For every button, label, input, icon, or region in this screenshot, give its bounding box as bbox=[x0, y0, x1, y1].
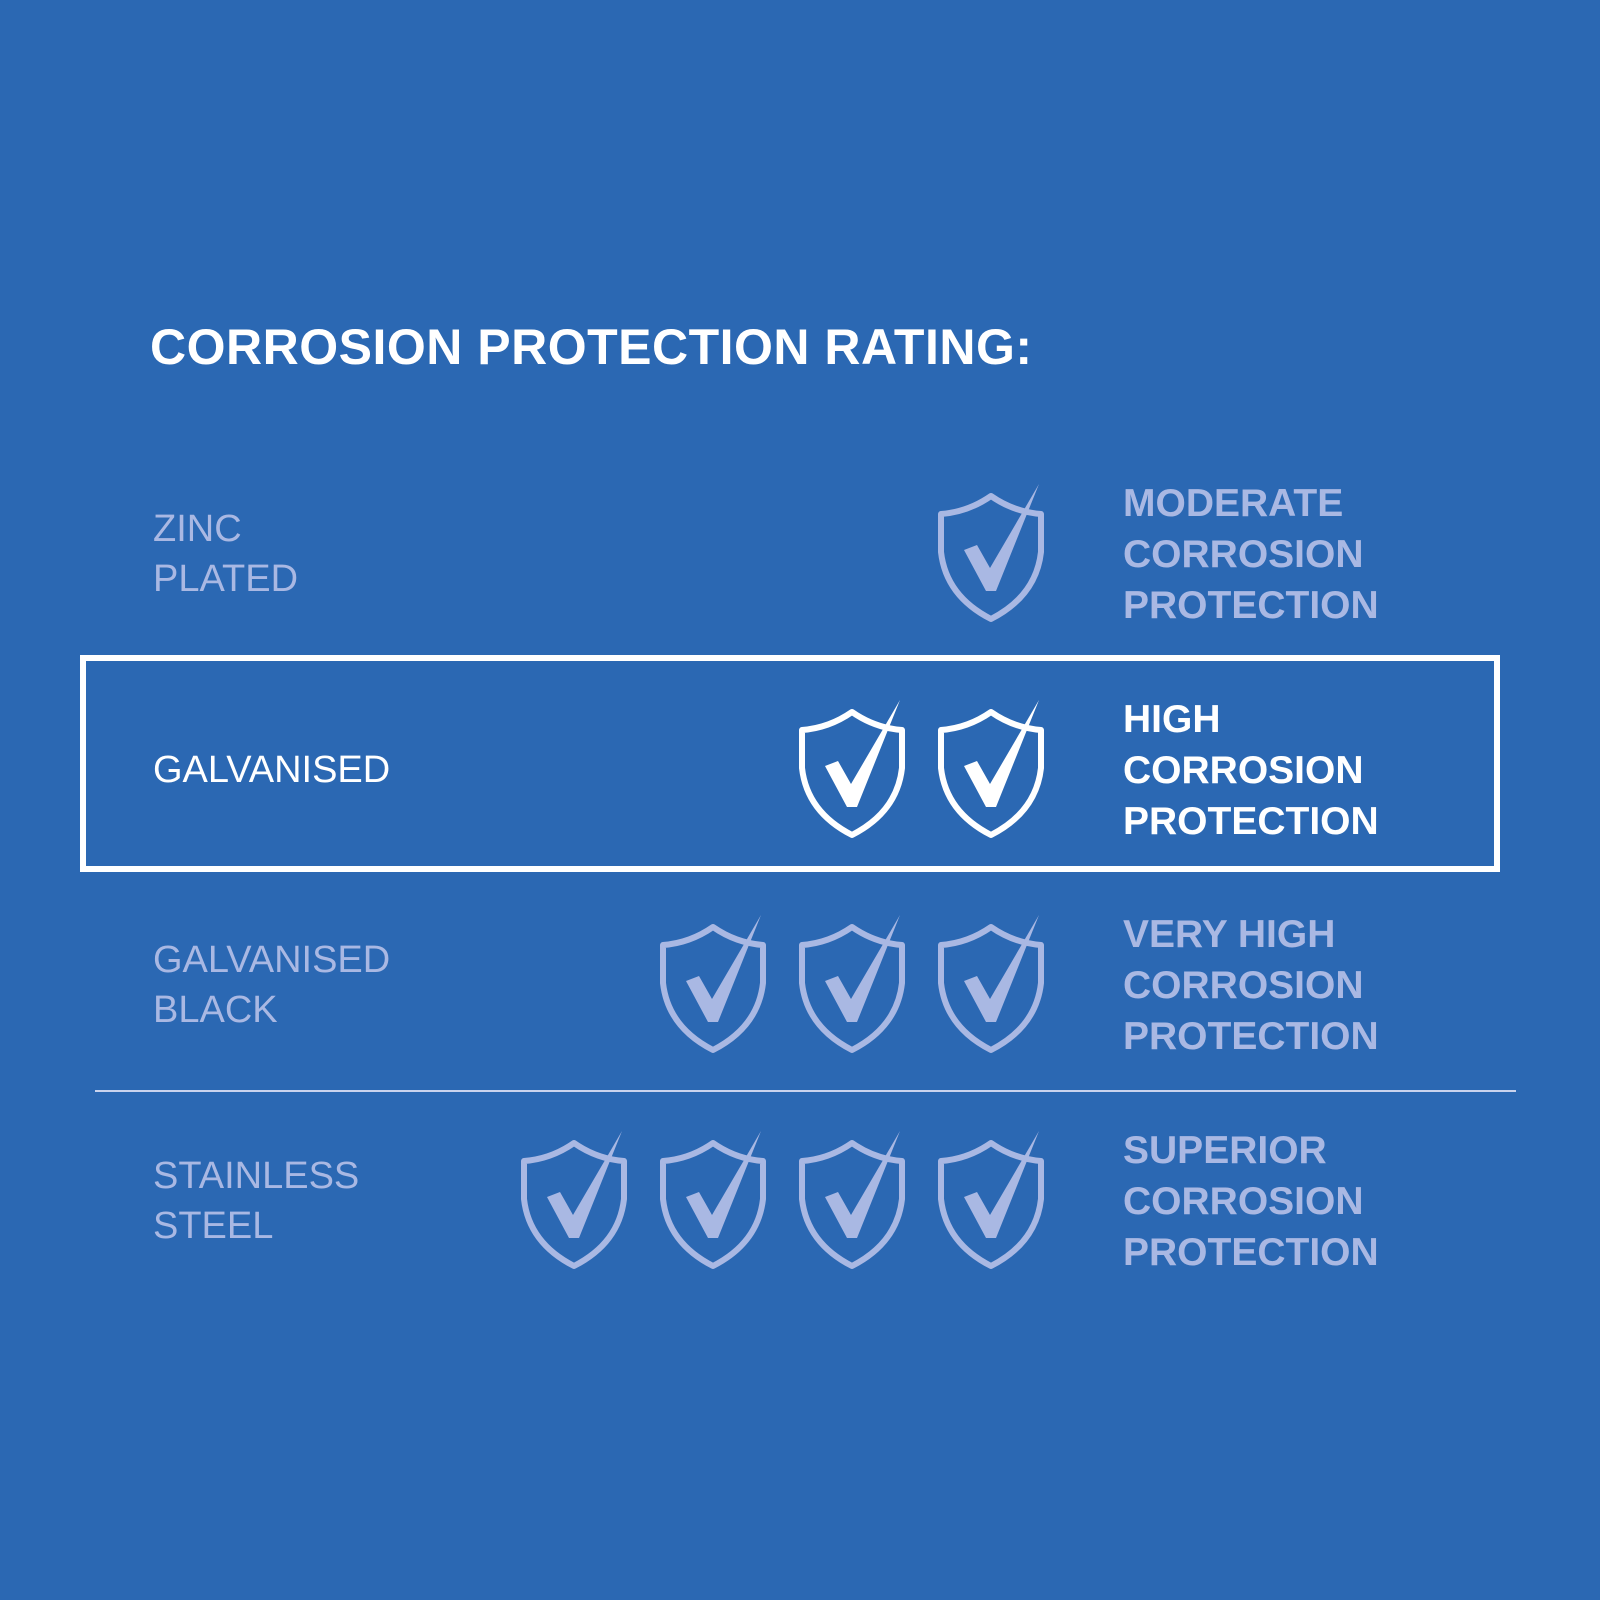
material-name-line: STEEL bbox=[153, 1205, 274, 1247]
rating-label-line: CORROSION bbox=[1123, 749, 1364, 792]
shield-check-icon bbox=[519, 1131, 629, 1269]
divider bbox=[95, 1090, 1516, 1092]
material-name-line: STAINLESS bbox=[153, 1155, 360, 1197]
highlight-box bbox=[80, 655, 1500, 872]
rating-label-line: CORROSION bbox=[1123, 533, 1364, 576]
rating-label-line: VERY HIGH bbox=[1123, 913, 1336, 956]
rating-label-line: CORROSION bbox=[1123, 1180, 1364, 1223]
rating-label-line: PROTECTION bbox=[1123, 1015, 1379, 1058]
material-name-line: GALVANISED bbox=[153, 749, 391, 791]
shield-check-icon bbox=[797, 915, 907, 1053]
rating-label: HIGH CORROSION PROTECTION bbox=[1123, 694, 1379, 847]
rating-label: MODERATE CORROSION PROTECTION bbox=[1123, 478, 1379, 631]
shield-check-icon bbox=[936, 1131, 1046, 1269]
material-name-line: BLACK bbox=[153, 989, 278, 1031]
rating-label-line: MODERATE bbox=[1123, 482, 1344, 525]
rating-label-line: SUPERIOR bbox=[1123, 1129, 1327, 1172]
material-name-line: ZINC bbox=[153, 508, 242, 550]
rating-row: GALVANISED HIGH CORROSION PROTECTION bbox=[0, 696, 1600, 896]
shield-check-icon bbox=[797, 700, 907, 838]
material-name: GALVANISED BLACK bbox=[153, 935, 390, 1035]
rating-label-line: HIGH bbox=[1123, 698, 1221, 741]
rating-label-line: CORROSION bbox=[1123, 964, 1364, 1007]
shield-check-icon bbox=[936, 700, 1046, 838]
rating-label-line: PROTECTION bbox=[1123, 800, 1379, 843]
shield-check-icon bbox=[936, 484, 1046, 622]
rating-row: GALVANISED BLACK VERY HIGH CORROSION PROTEC… bbox=[0, 911, 1600, 1111]
rating-label-line: PROTECTION bbox=[1123, 1231, 1379, 1274]
rating-row: STAINLESS STEEL SUPERIOR CORROSION PROTECTI… bbox=[0, 1127, 1600, 1327]
material-name: ZINC PLATED bbox=[153, 504, 298, 604]
material-name-line: GALVANISED bbox=[153, 939, 391, 981]
material-name-line: PLATED bbox=[153, 558, 299, 600]
shield-check-icon bbox=[936, 915, 1046, 1053]
rating-label: VERY HIGH CORROSION PROTECTION bbox=[1123, 909, 1379, 1062]
rating-label-line: PROTECTION bbox=[1123, 584, 1379, 627]
shield-check-icon bbox=[658, 915, 768, 1053]
rating-row: ZINC PLATED MODERATE CORROSION PROTECTION bbox=[0, 480, 1600, 680]
shield-check-icon bbox=[658, 1131, 768, 1269]
material-name: STAINLESS STEEL bbox=[153, 1151, 359, 1251]
page-title: CORROSION PROTECTION RATING: bbox=[150, 319, 1033, 375]
material-name: GALVANISED bbox=[153, 745, 390, 795]
rating-label: SUPERIOR CORROSION PROTECTION bbox=[1123, 1125, 1379, 1278]
shield-check-icon bbox=[797, 1131, 907, 1269]
